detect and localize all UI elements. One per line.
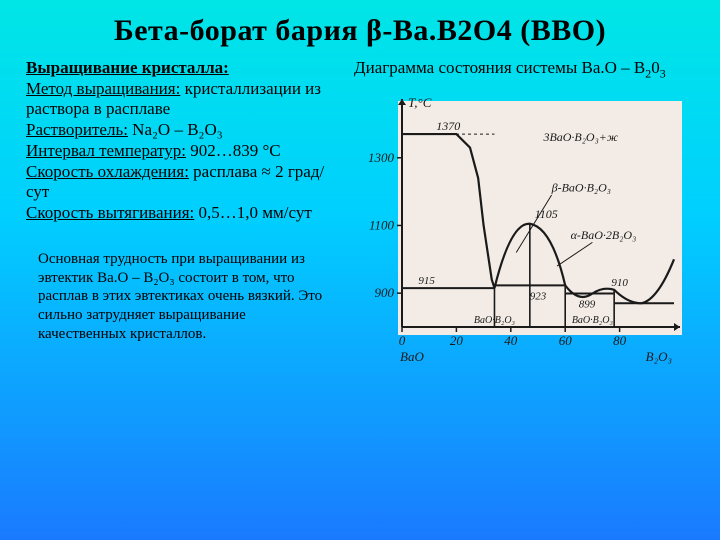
crystal-growth-text: Выращивание кристалла: Метод выращивания… <box>26 58 340 224</box>
slide-title: Бета-борат бария β-Ba.B2O4 (BBO) <box>26 14 694 48</box>
pull-label: Скорость вытягивания: <box>26 203 194 222</box>
svg-text:80: 80 <box>613 333 627 348</box>
svg-text:1300: 1300 <box>368 150 395 165</box>
content-columns: Выращивание кристалла: Метод выращивания… <box>26 58 694 377</box>
heading-growth: Выращивание кристалла: <box>26 58 229 77</box>
svg-text:0: 0 <box>399 333 406 348</box>
diagram-caption: Диаграмма состояния системы Ba.O – B203 <box>354 58 694 81</box>
svg-text:α-BaO·2B₂O₃: α-BaO·2B₂O₃ <box>571 228 637 242</box>
svg-text:β-BaO·B₂O₃: β-BaO·B₂O₃ <box>551 181 611 195</box>
solvent-value: Na₂O – B₂O₃ <box>128 120 223 139</box>
svg-text:B₂O₃: B₂O₃ <box>646 349 672 364</box>
svg-text:1100: 1100 <box>369 218 395 233</box>
svg-text:60: 60 <box>559 333 573 348</box>
svg-text:BaO·B₂O₃: BaO·B₂O₃ <box>572 315 614 326</box>
cool-label: Скорость охлаждения: <box>26 162 189 181</box>
method-label: Метод выращивания: <box>26 79 180 98</box>
svg-text:1105: 1105 <box>535 207 558 221</box>
temp-label: Интервал температур: <box>26 141 186 160</box>
svg-text:BaO·B₂O₃: BaO·B₂O₃ <box>474 315 516 326</box>
phase-diagram: 900 1100 1300 1370 0 20 40 60 80 T,°C BaO B₂O₃ 915 92… <box>354 87 694 377</box>
left-column: Выращивание кристалла: Метод выращивания… <box>26 58 340 377</box>
caption-suffix: 0 <box>651 58 660 77</box>
solvent-label: Растворитель: <box>26 120 128 139</box>
svg-text:915: 915 <box>418 275 435 287</box>
svg-text:923: 923 <box>530 291 547 303</box>
pull-value: 0,5…1,0 мм/сут <box>194 203 312 222</box>
svg-text:40: 40 <box>504 333 518 348</box>
svg-text:3BaO·B₂O₃+ж: 3BaO·B₂O₃+ж <box>542 130 618 144</box>
svg-text:T,°C: T,°C <box>408 95 432 110</box>
svg-text:1370: 1370 <box>436 119 460 133</box>
temp-value: 902…839 °С <box>186 141 281 160</box>
svg-text:910: 910 <box>611 277 628 289</box>
svg-text:900: 900 <box>375 286 395 301</box>
svg-text:20: 20 <box>450 333 464 348</box>
right-column: Диаграмма состояния системы Ba.O – B203 … <box>354 58 694 377</box>
caption-prefix: Диаграмма состояния системы Ba.O – B <box>354 58 645 77</box>
svg-text:899: 899 <box>579 299 596 311</box>
svg-text:BaO: BaO <box>400 349 424 364</box>
difficulty-note: Основная трудность при выращивании из эв… <box>26 250 326 344</box>
